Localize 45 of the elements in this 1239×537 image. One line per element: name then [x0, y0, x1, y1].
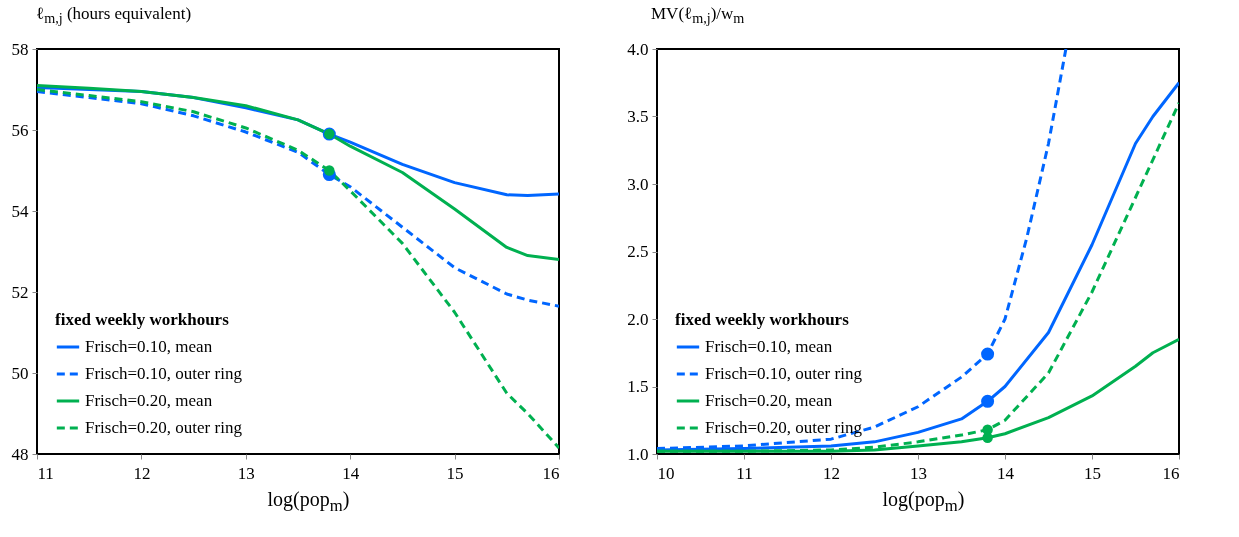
y-tick-label: 48: [11, 444, 29, 464]
y-tick-label: 2.5: [627, 242, 649, 261]
y-tick-label: 4.0: [627, 39, 649, 59]
y-tick-label: 2.0: [627, 309, 649, 329]
y-tick-label: 56: [11, 120, 29, 140]
y-tick-label: 1.0: [627, 444, 649, 464]
x-tick-label: 12: [823, 463, 840, 483]
x-tick-label: 13: [237, 463, 255, 483]
x-axis-title: log(pop$_{m}$): [881, 488, 966, 516]
x-tick-label: 14: [342, 463, 360, 483]
y-axis-title: MV(ℓ$_{m,j}$)/w$_{m}$: [651, 4, 746, 29]
x-tick-label: 14: [997, 463, 1015, 483]
x-tick-label: 12: [133, 463, 151, 483]
point: [981, 394, 995, 408]
x-tick-label: 11: [736, 463, 753, 483]
x-tick-label: 13: [910, 463, 927, 483]
point: [981, 347, 995, 361]
x-tick-label: 11: [37, 463, 54, 483]
y-tick-label: 1.5: [627, 377, 649, 396]
y-tick-label: 58: [11, 39, 29, 59]
legend-label: Frisch=0.10, outer ring: [85, 364, 243, 383]
y-tick-label: 3.0: [627, 174, 649, 194]
legend-label: Frisch=0.10, mean: [85, 337, 213, 356]
x-tick-label: 15: [1084, 463, 1101, 483]
legend-label: Frisch=0.20, mean: [705, 391, 833, 410]
x-tick-label: 16: [542, 463, 560, 483]
y-tick-label: 54: [11, 201, 29, 221]
y-tick-label: 3.5: [627, 107, 649, 126]
legend-title: fixed weekly workhours: [675, 310, 850, 329]
y-tick-label: 52: [11, 282, 29, 302]
y-axis-title: ℓ$_{m,j}$ (hours equivalent): [36, 4, 193, 29]
x-tick-label: 10: [657, 463, 675, 483]
line-series: [37, 90, 559, 308]
x-axis-title: log(pop$_{m}$): [266, 488, 351, 516]
legend-label: Frisch=0.10, mean: [705, 337, 833, 356]
legend-label: Frisch=0.20, mean: [85, 391, 213, 410]
legend-label: Frisch=0.20, outer ring: [705, 418, 863, 437]
legend-label: Frisch=0.10, outer ring: [705, 364, 863, 383]
x-tick-label: 16: [1162, 463, 1180, 483]
legend-label: Frisch=0.20, outer ring: [85, 418, 243, 437]
legend-title: fixed weekly workhours: [55, 310, 230, 329]
y-tick-label: 50: [11, 363, 29, 383]
point: [324, 165, 335, 176]
line-series: [37, 88, 559, 450]
x-tick-label: 15: [446, 463, 464, 483]
